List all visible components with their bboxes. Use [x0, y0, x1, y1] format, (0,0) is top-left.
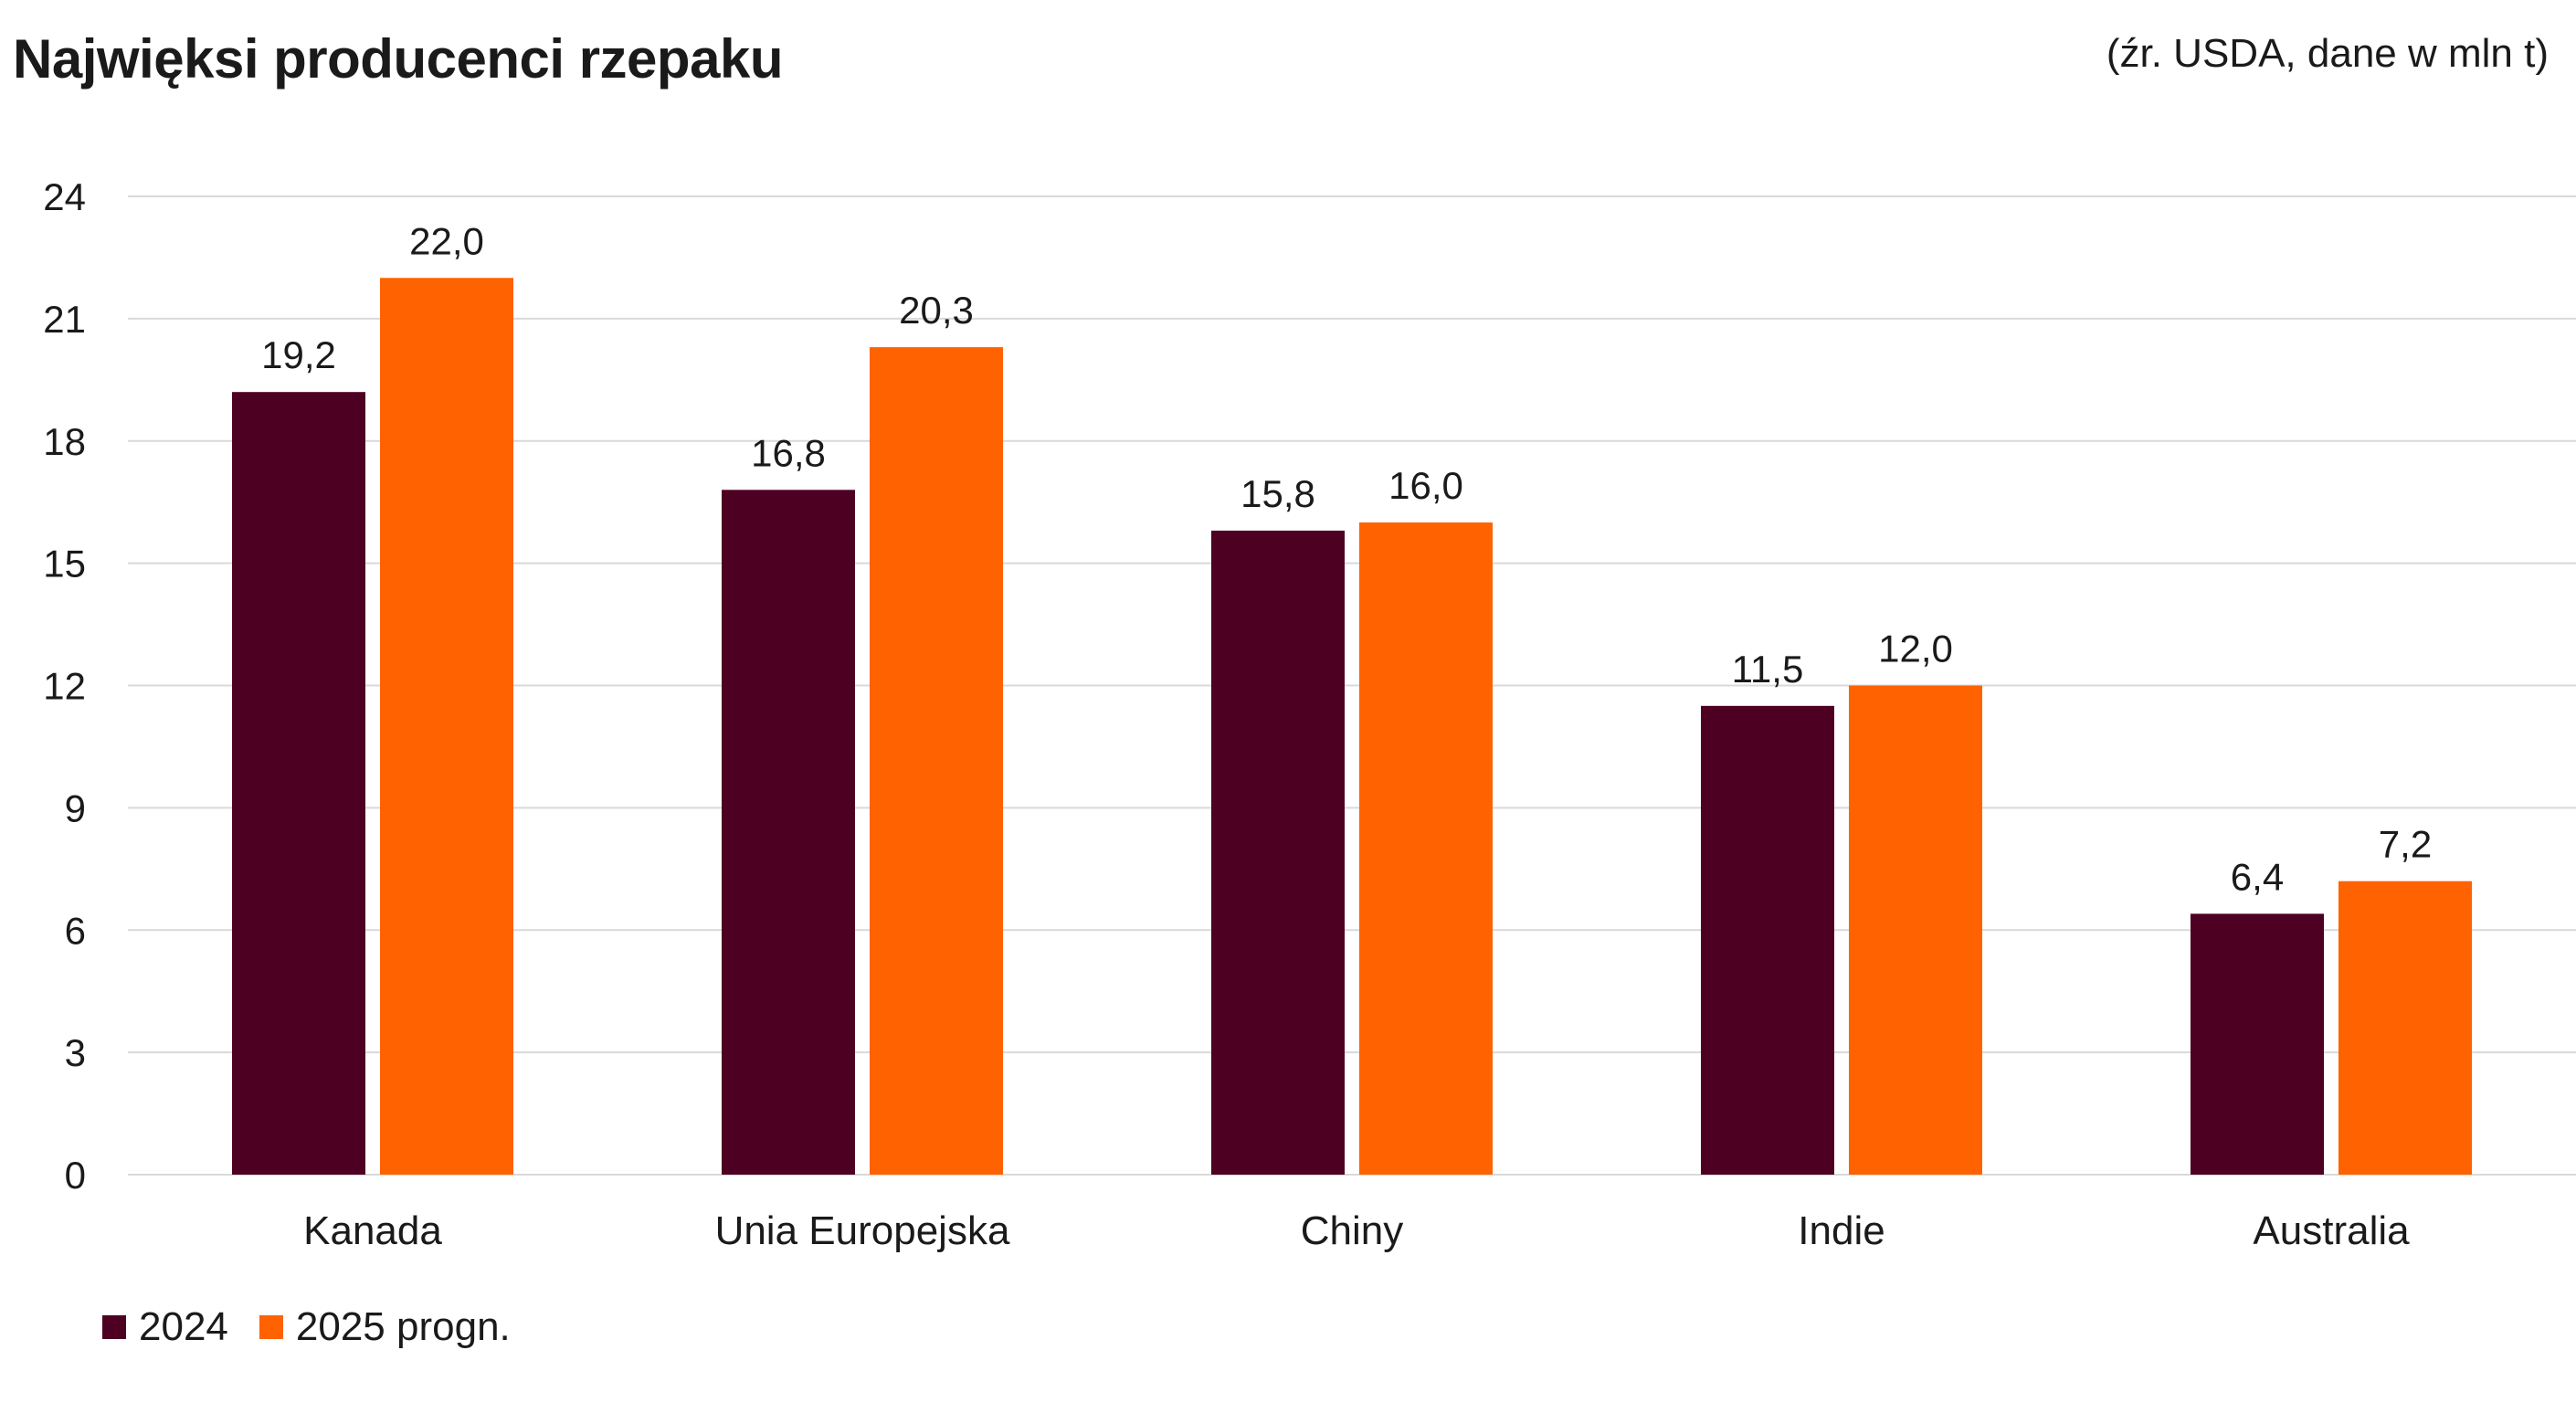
chart-title: Najwięksi producenci rzepaku [13, 28, 783, 90]
x-tick-label: Indie [1798, 1208, 1884, 1253]
bars [232, 278, 2472, 1175]
bar-2025-progn-3 [1849, 685, 1982, 1175]
data-label: 12,0 [1878, 628, 1953, 670]
bar-2025-progn-1 [870, 347, 1003, 1175]
legend-item-2024: 2024 [102, 1304, 228, 1350]
bar-2025-progn-2 [1359, 522, 1493, 1175]
bar-2024-2 [1211, 530, 1345, 1175]
grid-lines [128, 195, 2576, 1176]
x-tick-label: Kanada [303, 1208, 442, 1253]
bar-2024-3 [1701, 705, 1834, 1175]
chart-source-note: (źr. USDA, dane w mln t) [2106, 31, 2549, 76]
bar-2025-progn-0 [380, 278, 513, 1175]
legend-swatch-2025 [259, 1315, 283, 1339]
y-tick-label: 18 [43, 420, 86, 463]
bar-2025-progn-4 [2338, 881, 2472, 1175]
data-label: 22,0 [409, 219, 484, 262]
data-label: 16,0 [1388, 464, 1463, 507]
x-tick-label: Australia [2253, 1208, 2410, 1253]
data-label: 19,2 [261, 333, 336, 376]
legend: 2024 2025 progn. [102, 1304, 542, 1350]
y-tick-label: 6 [65, 909, 86, 952]
data-labels: 19,2 22,0 16,8 20,3 15,8 16,0 11,5 12,0 6,4 7,2 [261, 219, 2432, 898]
data-label: 11,5 [1732, 648, 1804, 691]
bar-2024-0 [232, 392, 365, 1175]
data-label: 6,4 [2231, 855, 2284, 898]
y-tick-label: 9 [65, 786, 86, 829]
x-tick-label: Unia Europejska [715, 1208, 1010, 1253]
y-axis-ticks: 0 3 6 9 12 15 18 21 24 [43, 175, 86, 1197]
legend-item-2025: 2025 progn. [259, 1304, 511, 1350]
y-tick-label: 3 [65, 1031, 86, 1074]
y-tick-label: 15 [43, 543, 86, 585]
y-tick-label: 24 [43, 175, 86, 218]
legend-label-2025: 2025 progn. [295, 1304, 511, 1349]
data-label: 20,3 [899, 289, 974, 332]
y-tick-label: 0 [65, 1154, 86, 1197]
data-label: 15,8 [1240, 472, 1315, 515]
data-label: 7,2 [2379, 823, 2432, 866]
x-tick-label: Chiny [1301, 1208, 1404, 1253]
legend-swatch-2024 [102, 1315, 126, 1339]
y-tick-label: 21 [43, 298, 86, 341]
data-label: 16,8 [751, 431, 826, 474]
x-axis-ticks: Kanada Unia Europejska Chiny Indie Australia [303, 1208, 2410, 1253]
bar-2024-1 [722, 490, 855, 1175]
legend-label-2024: 2024 [139, 1304, 228, 1349]
bar-2024-4 [2191, 913, 2324, 1175]
y-tick-label: 12 [43, 665, 86, 708]
